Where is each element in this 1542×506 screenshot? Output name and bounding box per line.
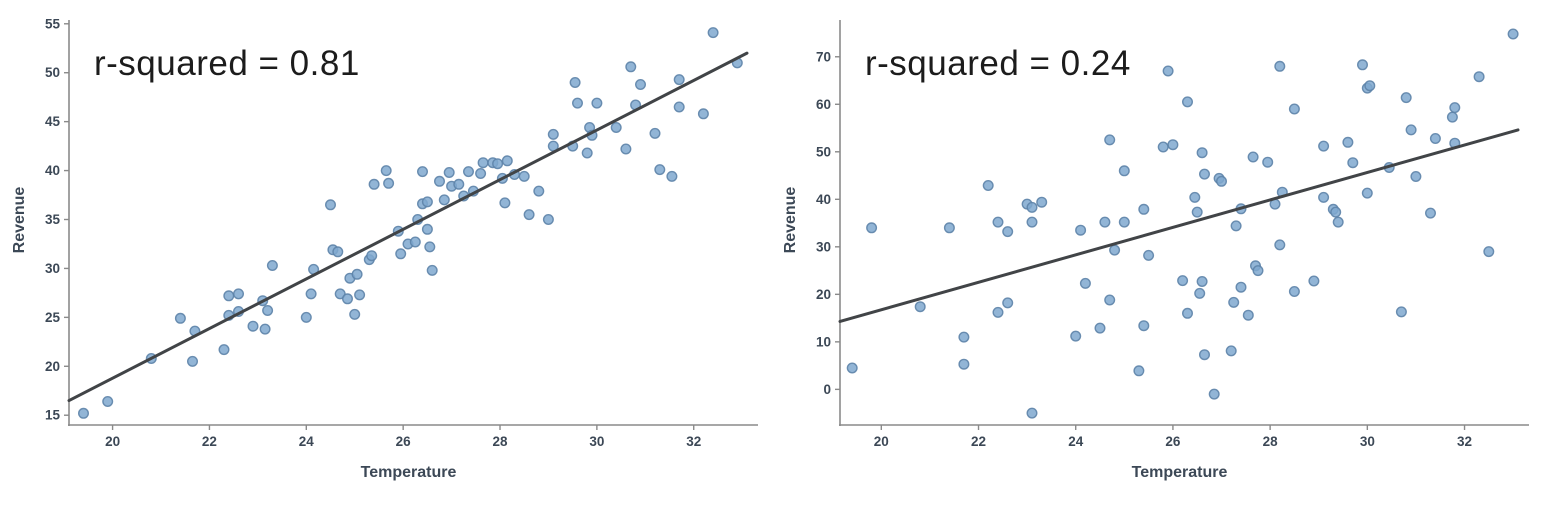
- scatter-plot-left: 20 22 24 26 28 30 32 15 20 25 30 35 40 45 50 55: [45, 16, 758, 449]
- chart-panel-left: 20 22 24 26 28 30 32 15 20 25 30 35 40 45 50 55 r-squar…: [11, 16, 758, 481]
- svg-text:30: 30: [589, 434, 604, 449]
- svg-text:20: 20: [45, 359, 60, 374]
- svg-text:22: 22: [971, 434, 986, 449]
- svg-text:24: 24: [299, 434, 315, 449]
- x-axis-label-left: Temperature: [360, 464, 457, 481]
- svg-text:28: 28: [492, 434, 508, 449]
- svg-text:32: 32: [1457, 434, 1472, 449]
- svg-text:20: 20: [816, 287, 831, 302]
- svg-text:50: 50: [816, 144, 831, 159]
- svg-text:40: 40: [45, 163, 60, 178]
- svg-text:25: 25: [45, 310, 61, 325]
- svg-text:26: 26: [1165, 434, 1181, 449]
- svg-text:10: 10: [816, 334, 831, 349]
- svg-text:45: 45: [45, 114, 61, 129]
- svg-text:55: 55: [45, 16, 61, 31]
- svg-text:20: 20: [874, 434, 889, 449]
- svg-text:30: 30: [1360, 434, 1375, 449]
- scatter-plot-right: 20 22 24 26 28 30 32 0 10 20 30 40 50 60 70: [816, 20, 1529, 449]
- svg-text:0: 0: [823, 382, 831, 397]
- svg-text:20: 20: [105, 434, 120, 449]
- svg-text:50: 50: [45, 65, 60, 80]
- chart-title-left: r-squared = 0.81: [94, 44, 360, 83]
- svg-text:30: 30: [816, 239, 831, 254]
- svg-text:22: 22: [202, 434, 217, 449]
- svg-text:26: 26: [396, 434, 412, 449]
- svg-text:15: 15: [45, 408, 61, 423]
- svg-text:30: 30: [45, 261, 60, 276]
- svg-text:60: 60: [816, 97, 831, 112]
- svg-text:40: 40: [816, 192, 831, 207]
- x-axis-label-right: Temperature: [1131, 464, 1228, 481]
- chart-panel-right: 20 22 24 26 28 30 32 0 10 20 30 40 50 60 70 r-squared …: [771, 0, 1542, 506]
- svg-text:32: 32: [686, 434, 701, 449]
- chart-title-right: r-squared = 0.24: [865, 44, 1131, 83]
- svg-text:35: 35: [45, 212, 61, 227]
- svg-text:28: 28: [1263, 434, 1279, 449]
- svg-text:70: 70: [816, 49, 831, 64]
- svg-text:24: 24: [1068, 434, 1084, 449]
